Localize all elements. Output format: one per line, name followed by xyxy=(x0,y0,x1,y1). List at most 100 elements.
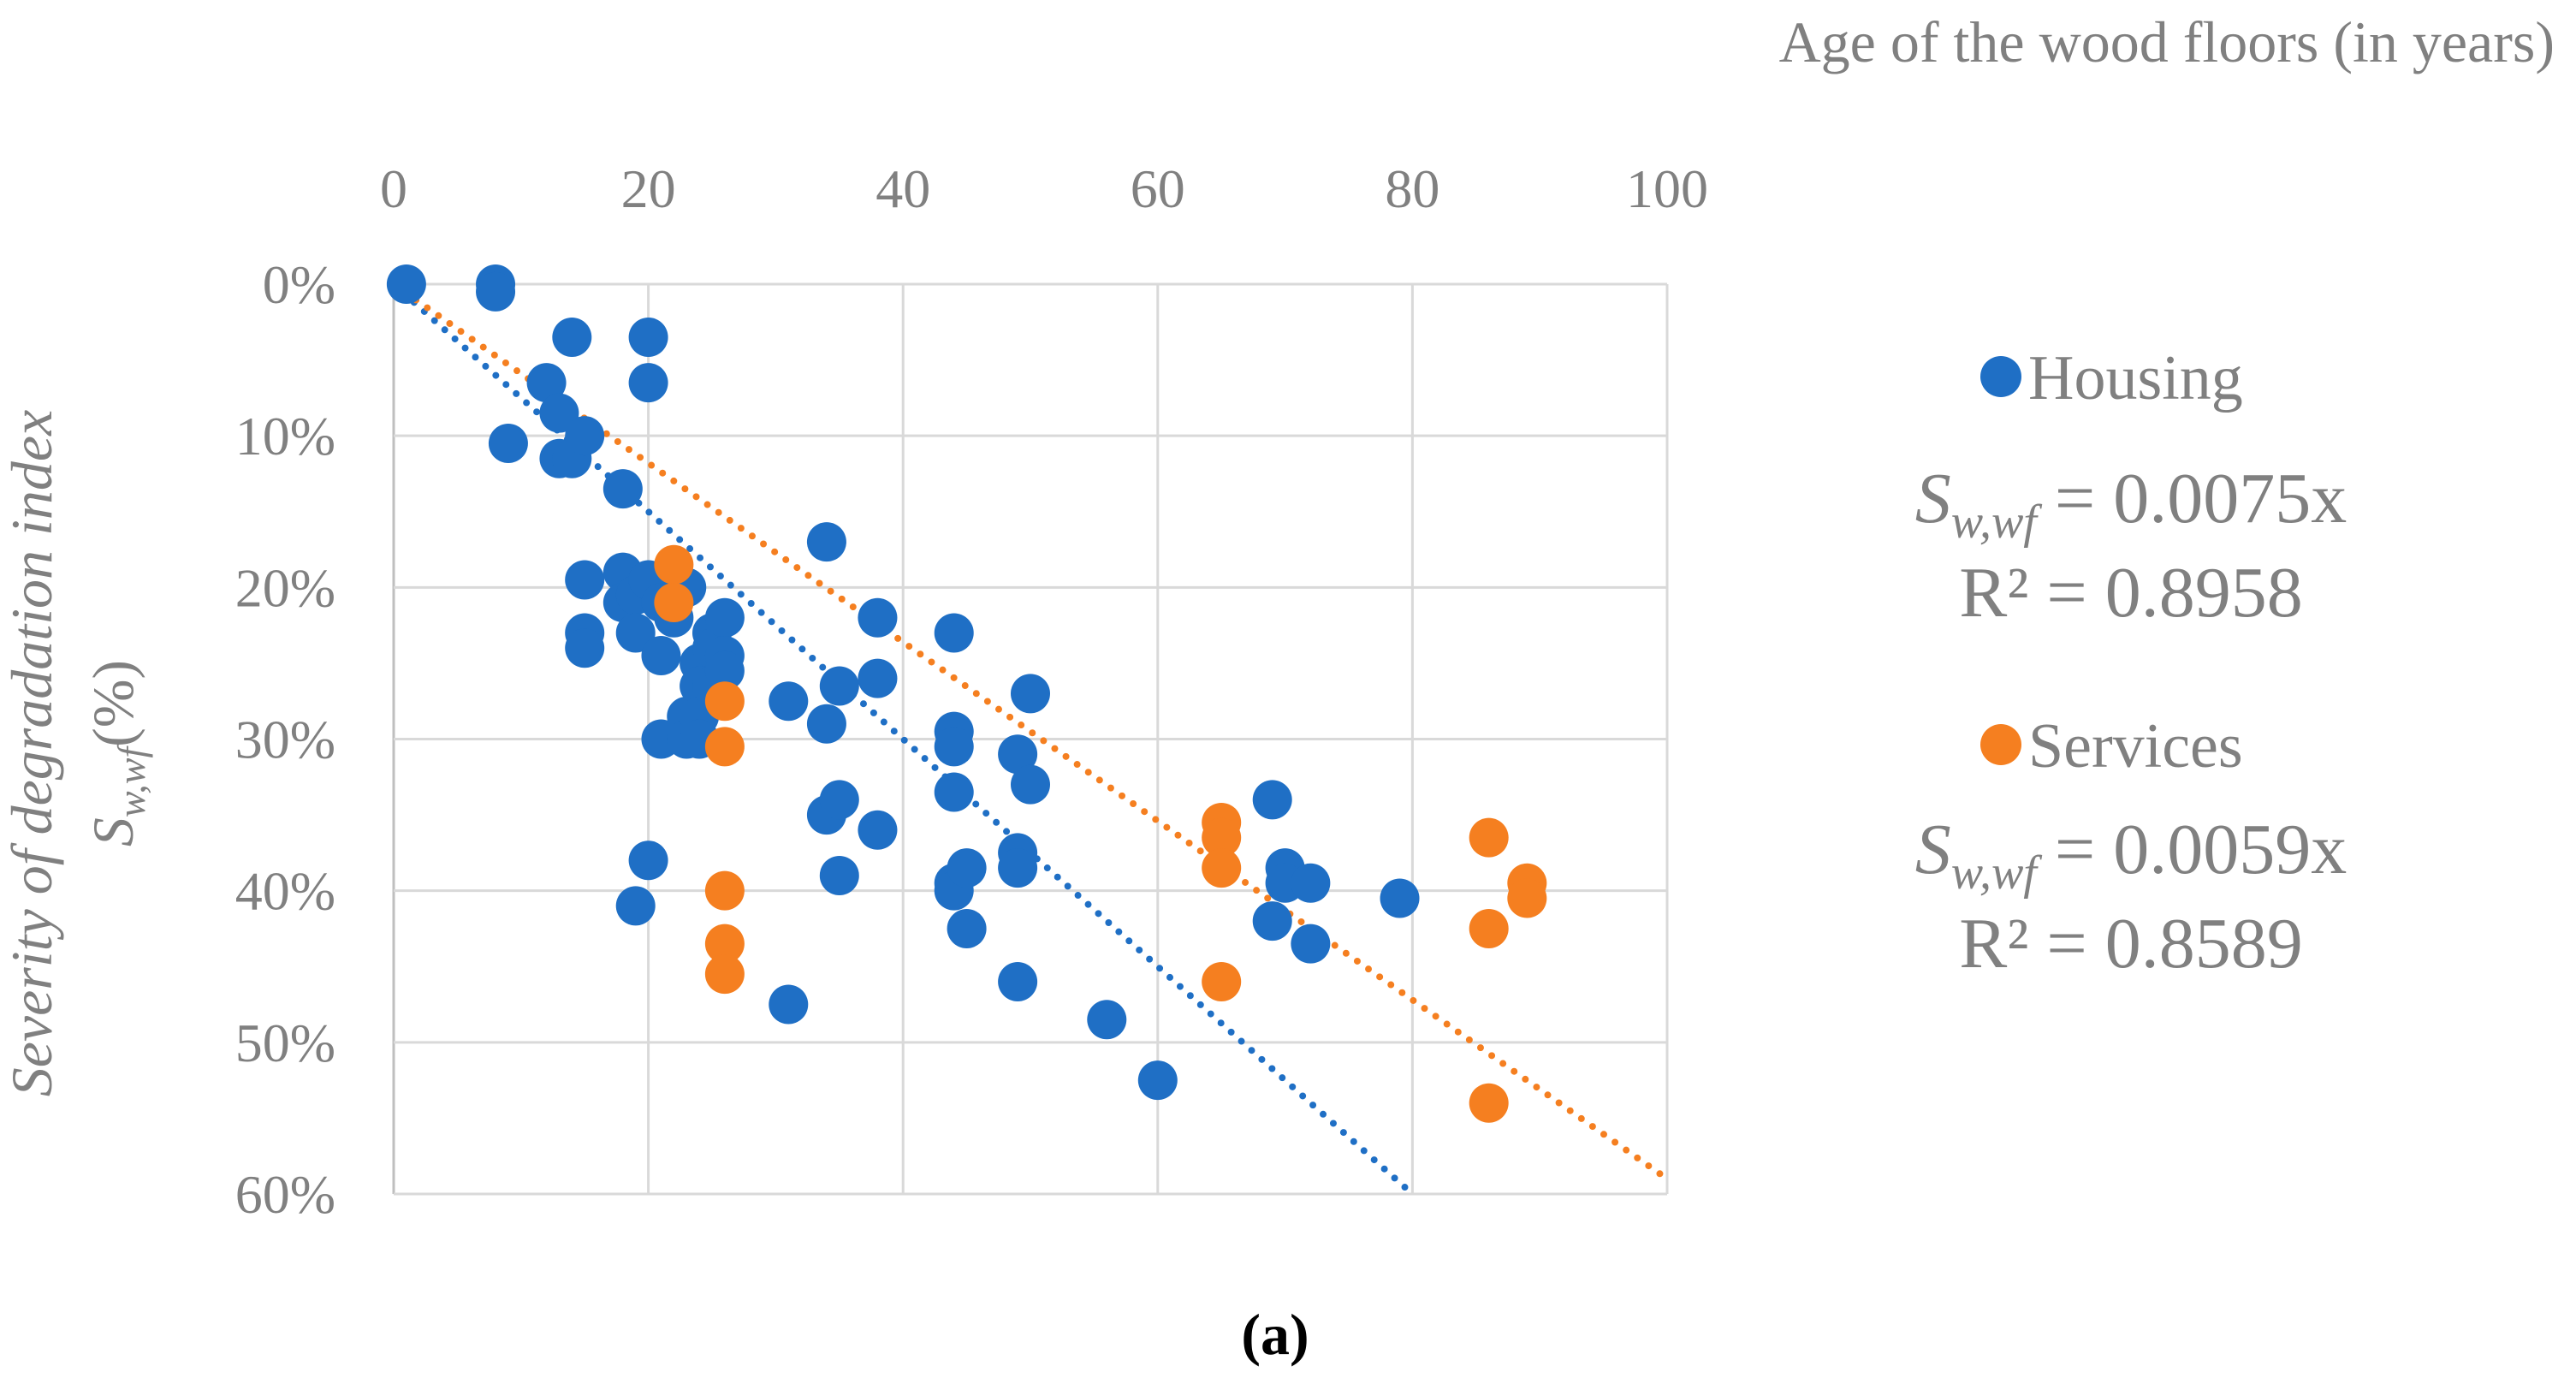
data-point-housing xyxy=(769,984,809,1025)
data-point-housing xyxy=(998,848,1038,888)
y-axis-title-line2: Sw,wf(%) xyxy=(80,660,153,846)
data-point-housing xyxy=(386,264,426,304)
x-tick-label: 60 xyxy=(1131,158,1185,219)
x-tick-label: 80 xyxy=(1385,158,1439,219)
legend-label-services: Services xyxy=(2028,711,2243,781)
data-point-housing xyxy=(628,318,668,358)
data-point-services xyxy=(704,681,745,722)
data-point-services xyxy=(1469,1083,1509,1123)
y-axis-symbol: S xyxy=(80,817,145,846)
data-point-housing xyxy=(565,560,605,600)
data-point-housing xyxy=(947,908,987,948)
data-point-housing xyxy=(998,961,1038,1001)
data-point-housing xyxy=(602,469,643,509)
data-point-services xyxy=(1507,878,1547,918)
data-point-housing xyxy=(819,855,859,895)
legend-label-housing: Housing xyxy=(2028,343,2243,413)
legend-entry-services: Services Sw,wf = 0.0059x R² = 0.8589 xyxy=(1915,711,2347,983)
y-tick-label: 60% xyxy=(235,1164,335,1225)
equation-rhs-services: = 0.0059x xyxy=(2037,810,2347,889)
data-point-housing xyxy=(819,666,859,706)
data-point-housing xyxy=(476,271,516,312)
x-tick-label: 0 xyxy=(380,158,407,219)
data-point-housing xyxy=(934,613,974,653)
data-point-housing xyxy=(641,636,681,676)
y-tick-label: 50% xyxy=(235,1013,335,1073)
data-point-services xyxy=(1202,817,1242,858)
x-axis-title: Age of the wood floors (in years) xyxy=(1779,9,2555,74)
y-axis-subscript: w,wf xyxy=(110,742,153,817)
data-point-housing xyxy=(1087,1000,1127,1040)
y-tick-label: 0% xyxy=(263,254,335,315)
data-point-housing xyxy=(628,840,668,881)
data-point-housing xyxy=(1011,764,1050,805)
data-point-housing xyxy=(858,658,898,698)
data-point-housing xyxy=(615,886,656,926)
legend: Housing Sw,wf = 0.0075x R² = 0.8958 Serv… xyxy=(1915,343,2347,983)
data-point-housing xyxy=(806,522,846,562)
data-point-housing xyxy=(1011,674,1050,714)
y-tick-label: 30% xyxy=(235,710,335,770)
figure-caption: (a) xyxy=(1241,1302,1309,1367)
y-axis-title: Severity of degradation index Sw,wf(%) xyxy=(0,410,153,1097)
data-point-housing xyxy=(704,597,745,638)
data-point-services xyxy=(1469,908,1509,948)
y-tick-label: 10% xyxy=(235,406,335,466)
data-point-services xyxy=(704,870,745,911)
data-point-housing xyxy=(1252,901,1292,941)
data-point-housing xyxy=(628,363,668,403)
data-point-housing xyxy=(858,810,898,850)
data-point-housing xyxy=(552,318,592,358)
legend-marker-housing xyxy=(1980,356,2021,397)
data-point-housing xyxy=(769,681,809,722)
data-point-housing xyxy=(565,628,605,668)
equation-subscript-services: w,wf xyxy=(1951,846,2044,900)
data-point-services xyxy=(704,924,745,964)
trendlines xyxy=(390,281,1671,1197)
equation-symbol-housing: S xyxy=(1915,459,1951,538)
data-point-housing xyxy=(1137,1060,1178,1101)
data-point-housing xyxy=(1252,780,1292,820)
y-axis-title-line1: Severity of degradation index xyxy=(0,410,64,1097)
r2-housing: R² = 0.8958 xyxy=(1959,553,2303,633)
data-point-housing xyxy=(526,363,567,403)
data-point-housing xyxy=(565,416,605,456)
data-point-services xyxy=(1469,817,1509,858)
data-point-housing xyxy=(704,650,745,691)
data-point-housing xyxy=(615,613,656,653)
equation-services: Sw,wf = 0.0059x xyxy=(1915,810,2347,900)
y-tick-label: 40% xyxy=(235,861,335,922)
data-point-housing xyxy=(806,704,846,744)
r2-services: R² = 0.8589 xyxy=(1959,904,2303,983)
x-tick-label: 100 xyxy=(1626,158,1708,219)
y-axis-unit: (%) xyxy=(80,660,145,747)
data-point-housing xyxy=(934,772,974,812)
data-point-housing xyxy=(1291,863,1331,903)
data-point-services xyxy=(654,583,694,623)
equation-subscript-housing: w,wf xyxy=(1951,496,2044,549)
equation-rhs-housing: = 0.0075x xyxy=(2037,459,2347,538)
data-point-housing xyxy=(819,780,859,820)
plot-gridlines xyxy=(392,282,1669,1196)
x-tick-label: 20 xyxy=(621,158,676,219)
data-point-housing xyxy=(998,734,1038,775)
data-point-housing xyxy=(488,424,528,464)
data-point-housing xyxy=(858,597,898,638)
y-tick-label: 20% xyxy=(235,557,335,618)
data-point-services xyxy=(704,954,745,995)
legend-marker-services xyxy=(1980,724,2021,765)
data-points xyxy=(386,264,1547,1123)
data-point-housing xyxy=(539,393,579,433)
trendline-services xyxy=(390,281,1671,1183)
y-tick-labels: 0% 10% 20% 30% 40% 50% 60% xyxy=(235,254,335,1225)
trendline-housing xyxy=(390,281,1416,1197)
x-tick-label: 40 xyxy=(875,158,930,219)
equation-symbol-services: S xyxy=(1915,810,1951,889)
x-tick-labels: 0 20 40 60 80 100 xyxy=(380,158,1708,219)
equation-housing: Sw,wf = 0.0075x xyxy=(1915,459,2347,549)
data-point-housing xyxy=(947,848,987,888)
data-point-housing xyxy=(1380,878,1420,918)
data-point-housing xyxy=(934,727,974,767)
data-point-services xyxy=(1202,848,1242,888)
